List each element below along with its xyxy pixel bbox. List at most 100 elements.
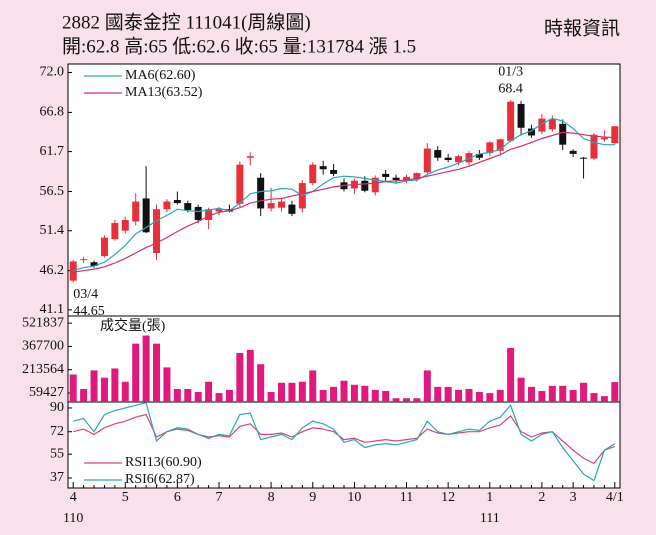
volume-bar: [548, 385, 556, 402]
candle-body: [548, 119, 556, 130]
candle-body: [121, 219, 129, 231]
volume-bar: [580, 382, 588, 402]
candle-body: [246, 156, 254, 158]
candle-body: [413, 173, 421, 180]
volume-bar: [340, 380, 348, 402]
volume-bar: [486, 393, 494, 402]
volume-bar: [444, 386, 452, 402]
volume-bar: [330, 386, 338, 402]
candle-body: [163, 201, 171, 210]
candle-body: [538, 118, 546, 132]
candle-body: [184, 203, 192, 210]
x-tick-label: 4/1: [606, 490, 624, 505]
candle-body: [132, 201, 140, 222]
volume-bar: [361, 385, 369, 402]
volume-bar: [184, 389, 192, 402]
volume-bar: [225, 389, 233, 402]
y-tick-label: 72.0: [40, 65, 65, 80]
volume-bar: [413, 398, 421, 402]
y-tick-label: 521837: [22, 315, 64, 330]
x-tick-label: 11: [400, 490, 413, 505]
annotation-value: 68.4: [498, 81, 523, 96]
volume-bar: [350, 384, 358, 402]
y-tick-label: 213564: [22, 362, 64, 377]
y-tick-label: 51.4: [40, 223, 65, 238]
volume-bar: [569, 389, 577, 402]
volume-bar: [538, 390, 546, 402]
x-tick-label: 9: [309, 490, 316, 505]
x-group-label: 111: [480, 511, 500, 526]
volume-bar: [288, 382, 296, 402]
volume-bar: [173, 389, 181, 402]
volume-bar: [298, 381, 306, 402]
annotation-label: 01/3: [498, 64, 523, 79]
y-tick-label: 90: [50, 400, 64, 415]
annotation-label: 03/4: [73, 287, 98, 302]
volume-bar: [121, 381, 129, 402]
candle-body: [69, 261, 77, 281]
candle-body: [257, 177, 265, 209]
y-tick-label: 56.5: [40, 184, 65, 199]
legend-label: MA13(63.52): [125, 85, 203, 100]
x-tick-label: 8: [268, 490, 275, 505]
volume-bar: [215, 393, 223, 402]
candle-body: [527, 128, 535, 136]
candle-body: [194, 206, 202, 220]
volume-bar: [309, 370, 317, 402]
candle-body: [205, 209, 213, 220]
volume-bar: [455, 389, 463, 402]
volume-bar: [194, 392, 202, 402]
volume-bar: [236, 353, 244, 402]
candle-body: [382, 173, 390, 177]
x-tick-label: 5: [122, 490, 129, 505]
candle-body: [507, 101, 515, 141]
candle-body: [309, 164, 317, 184]
x-tick-label: 12: [441, 490, 455, 505]
series-line: [73, 131, 615, 273]
volume-bar: [496, 389, 504, 402]
candle-body: [580, 157, 588, 159]
candle-body: [496, 139, 504, 151]
candle-body: [444, 157, 452, 161]
candle-body: [236, 164, 244, 204]
candle-body: [319, 166, 327, 170]
volume-bar: [507, 347, 515, 402]
candle-body: [517, 103, 525, 128]
volume-bar: [382, 390, 390, 402]
candle-body: [330, 170, 338, 174]
x-tick-label: 6: [174, 490, 181, 505]
candle-body: [111, 223, 119, 240]
candle-body: [434, 150, 442, 158]
legend-label: 成交量(張): [100, 317, 166, 334]
x-tick-label: 10: [347, 490, 361, 505]
candle-body: [569, 150, 577, 154]
candle-body: [173, 199, 181, 204]
volume-bar: [611, 382, 619, 402]
volume-bar: [392, 398, 400, 402]
candle-body: [423, 148, 431, 173]
volume-bar: [132, 343, 140, 402]
y-tick-label: 37: [50, 470, 64, 485]
candle-body: [142, 198, 150, 233]
y-tick-label: 72: [50, 424, 64, 439]
candle-body: [465, 153, 473, 163]
series-line: [73, 413, 616, 465]
y-tick-label: 66.8: [40, 105, 65, 120]
y-tick-label: 367700: [22, 339, 64, 354]
candle-body: [90, 262, 98, 267]
candle-body: [559, 123, 567, 145]
y-tick-label: 41.1: [40, 302, 65, 317]
source: 時報資訊: [544, 17, 620, 39]
volume-bar: [278, 382, 286, 402]
y-tick-label: 46.2: [40, 263, 65, 278]
volume-bar: [90, 370, 98, 402]
candle-body: [402, 176, 410, 181]
x-group-label: 110: [63, 511, 83, 526]
x-tick-label: 2: [538, 490, 545, 505]
volume-bar: [142, 335, 150, 402]
volume-bar: [434, 386, 442, 402]
series-line: [73, 401, 616, 482]
x-tick-label: 4: [70, 490, 77, 505]
candle-body: [100, 237, 108, 257]
